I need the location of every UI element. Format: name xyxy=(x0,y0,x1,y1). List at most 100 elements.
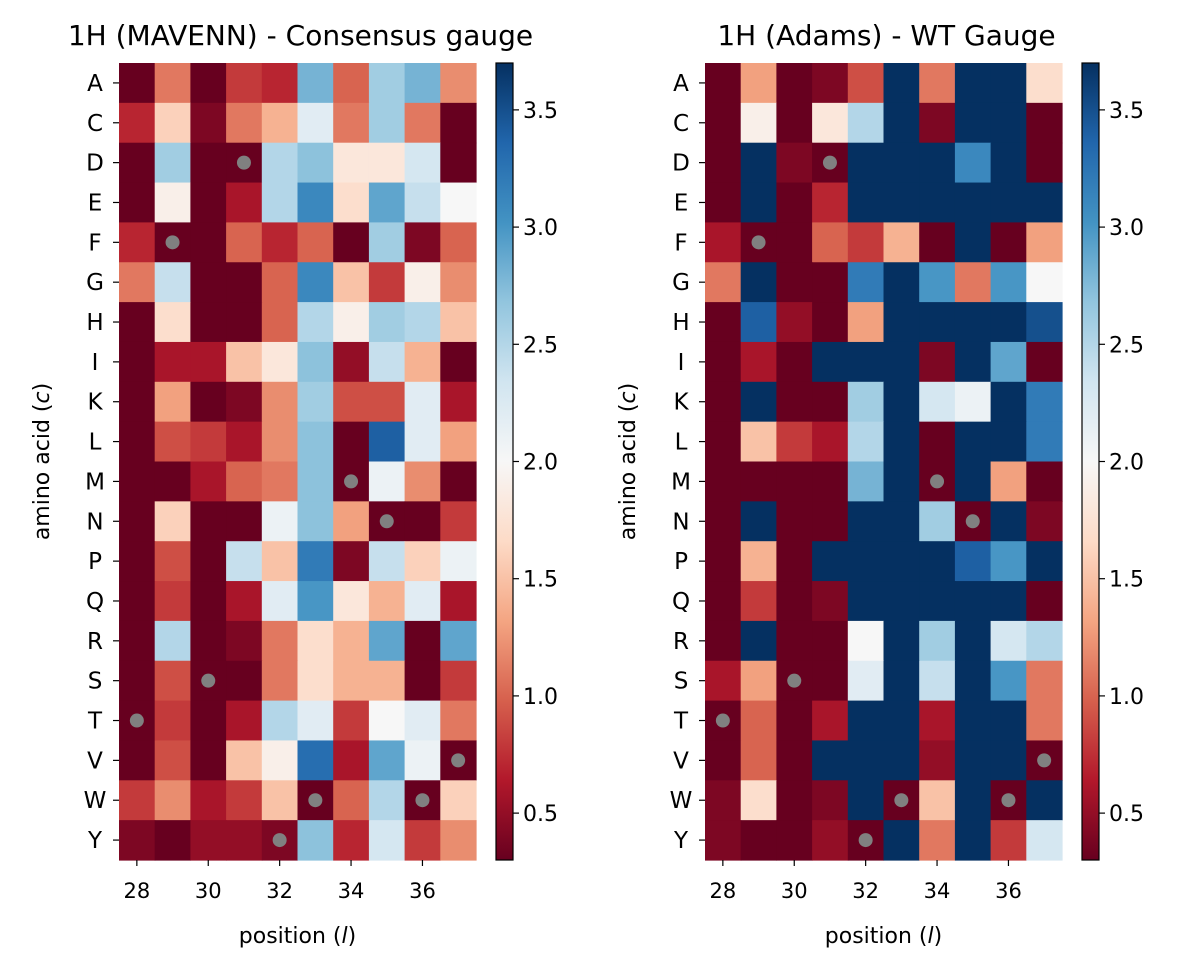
heatmap-cell xyxy=(776,620,813,662)
heatmap-cell xyxy=(333,700,370,742)
heatmap-cell xyxy=(190,341,227,383)
heatmap-cell xyxy=(812,740,849,781)
heatmap-cell xyxy=(990,820,1027,861)
heatmap-cell xyxy=(740,740,777,781)
colorbar-tick-label: 3.0 xyxy=(1109,216,1144,241)
heatmap-cell xyxy=(919,780,956,821)
heatmap-cell xyxy=(1026,102,1063,144)
heatmap-cell xyxy=(333,102,370,144)
heatmap-cell xyxy=(847,262,885,303)
heatmap-cell xyxy=(740,421,777,463)
heatmap-cell xyxy=(919,302,956,343)
heatmap-cell xyxy=(954,302,992,343)
heatmap-cell xyxy=(705,820,742,861)
y-tick-label: P xyxy=(88,549,102,575)
heatmap-cell xyxy=(883,142,920,184)
heatmap-cell xyxy=(226,302,263,343)
heatmap-cell xyxy=(883,581,920,622)
heatmap-cell xyxy=(261,780,299,821)
heatmap-cell xyxy=(1026,501,1063,542)
y-tick-label: K xyxy=(87,390,103,416)
heatmap-cell xyxy=(1026,142,1063,184)
x-tick-label: 28 xyxy=(123,879,150,903)
heatmap-cell xyxy=(990,620,1027,662)
heatmap-cell xyxy=(705,381,742,423)
y-tick-label: H xyxy=(672,310,689,336)
heatmap-cell xyxy=(883,262,920,303)
heatmap-cell xyxy=(333,63,370,104)
heatmap-cell xyxy=(226,421,263,463)
heatmap-cell xyxy=(154,700,191,742)
x-tick-label: 32 xyxy=(852,879,879,903)
heatmap-cell xyxy=(990,102,1027,144)
heatmap-cell xyxy=(226,182,263,223)
heatmap-cell xyxy=(740,182,777,223)
heatmap-cell xyxy=(119,620,156,662)
heatmap-cell xyxy=(404,381,441,423)
heatmap-cell xyxy=(440,302,477,343)
heatmap-cell xyxy=(812,660,849,702)
heatmap-cell xyxy=(119,63,156,104)
heatmap-cell xyxy=(1026,461,1063,502)
heatmap-cell xyxy=(368,660,406,702)
heatmap-cell xyxy=(440,341,477,383)
heatmap-cell xyxy=(954,182,992,223)
heatmap-cell xyxy=(705,780,742,821)
heatmap-cell xyxy=(297,541,334,582)
wt-marker xyxy=(165,235,180,250)
heatmap-cell xyxy=(154,421,191,463)
heatmap-cell xyxy=(847,142,885,184)
heatmap-cell xyxy=(847,182,885,223)
x-tick-label: 30 xyxy=(195,879,222,903)
y-axis-label: amino acid (c) xyxy=(30,383,55,540)
heatmap-cell xyxy=(990,302,1027,343)
heatmap-cell xyxy=(297,302,334,343)
heatmap-cell xyxy=(119,302,156,343)
wt-marker xyxy=(715,713,730,728)
heatmap-cell xyxy=(404,222,441,263)
heatmap-cell xyxy=(261,142,299,184)
y-tick-label: F xyxy=(88,230,101,256)
y-tick-label: M xyxy=(671,469,691,495)
heatmap-cell xyxy=(740,501,777,542)
heatmap-cell xyxy=(919,262,956,303)
heatmap-cell xyxy=(119,501,156,542)
colorbar-tick-label: 1.5 xyxy=(523,568,558,593)
heatmap-cell xyxy=(297,381,334,423)
heatmap-cell xyxy=(154,302,191,343)
heatmap-cell xyxy=(297,63,334,104)
y-tick-label: V xyxy=(673,748,689,774)
heatmap-cell xyxy=(1026,63,1063,104)
wt-marker xyxy=(751,235,766,250)
heatmap-cell xyxy=(812,820,849,861)
heatmap-cell xyxy=(440,461,477,502)
heatmap-cell xyxy=(740,262,777,303)
heatmap-cell xyxy=(261,102,299,144)
heatmap-cell xyxy=(297,262,334,303)
heatmap-cell xyxy=(812,381,849,423)
heatmap-cell xyxy=(119,541,156,582)
heatmap-cell xyxy=(404,700,441,742)
heatmap-cell xyxy=(297,740,334,781)
heatmap-cell xyxy=(404,63,441,104)
wt-marker xyxy=(787,673,802,688)
wt-marker xyxy=(201,673,216,688)
y-tick-label: W xyxy=(670,788,693,814)
heatmap-cell xyxy=(990,581,1027,622)
heatmap-cell xyxy=(740,660,777,702)
heatmap-cell xyxy=(226,461,263,502)
heatmap-cell xyxy=(404,102,441,144)
heatmap-cell xyxy=(847,620,885,662)
heatmap-cell xyxy=(883,620,920,662)
heatmap-cell xyxy=(368,461,406,502)
heatmap-cell xyxy=(333,302,370,343)
heatmap-cell xyxy=(705,660,742,702)
heatmap-cell xyxy=(919,700,956,742)
y-tick-label: R xyxy=(87,629,103,655)
heatmap-cell xyxy=(368,421,406,463)
x-tick-label: 34 xyxy=(924,879,951,903)
heatmap-cell xyxy=(883,63,920,104)
heatmap-cell xyxy=(440,421,477,463)
heatmap-cell xyxy=(990,142,1027,184)
